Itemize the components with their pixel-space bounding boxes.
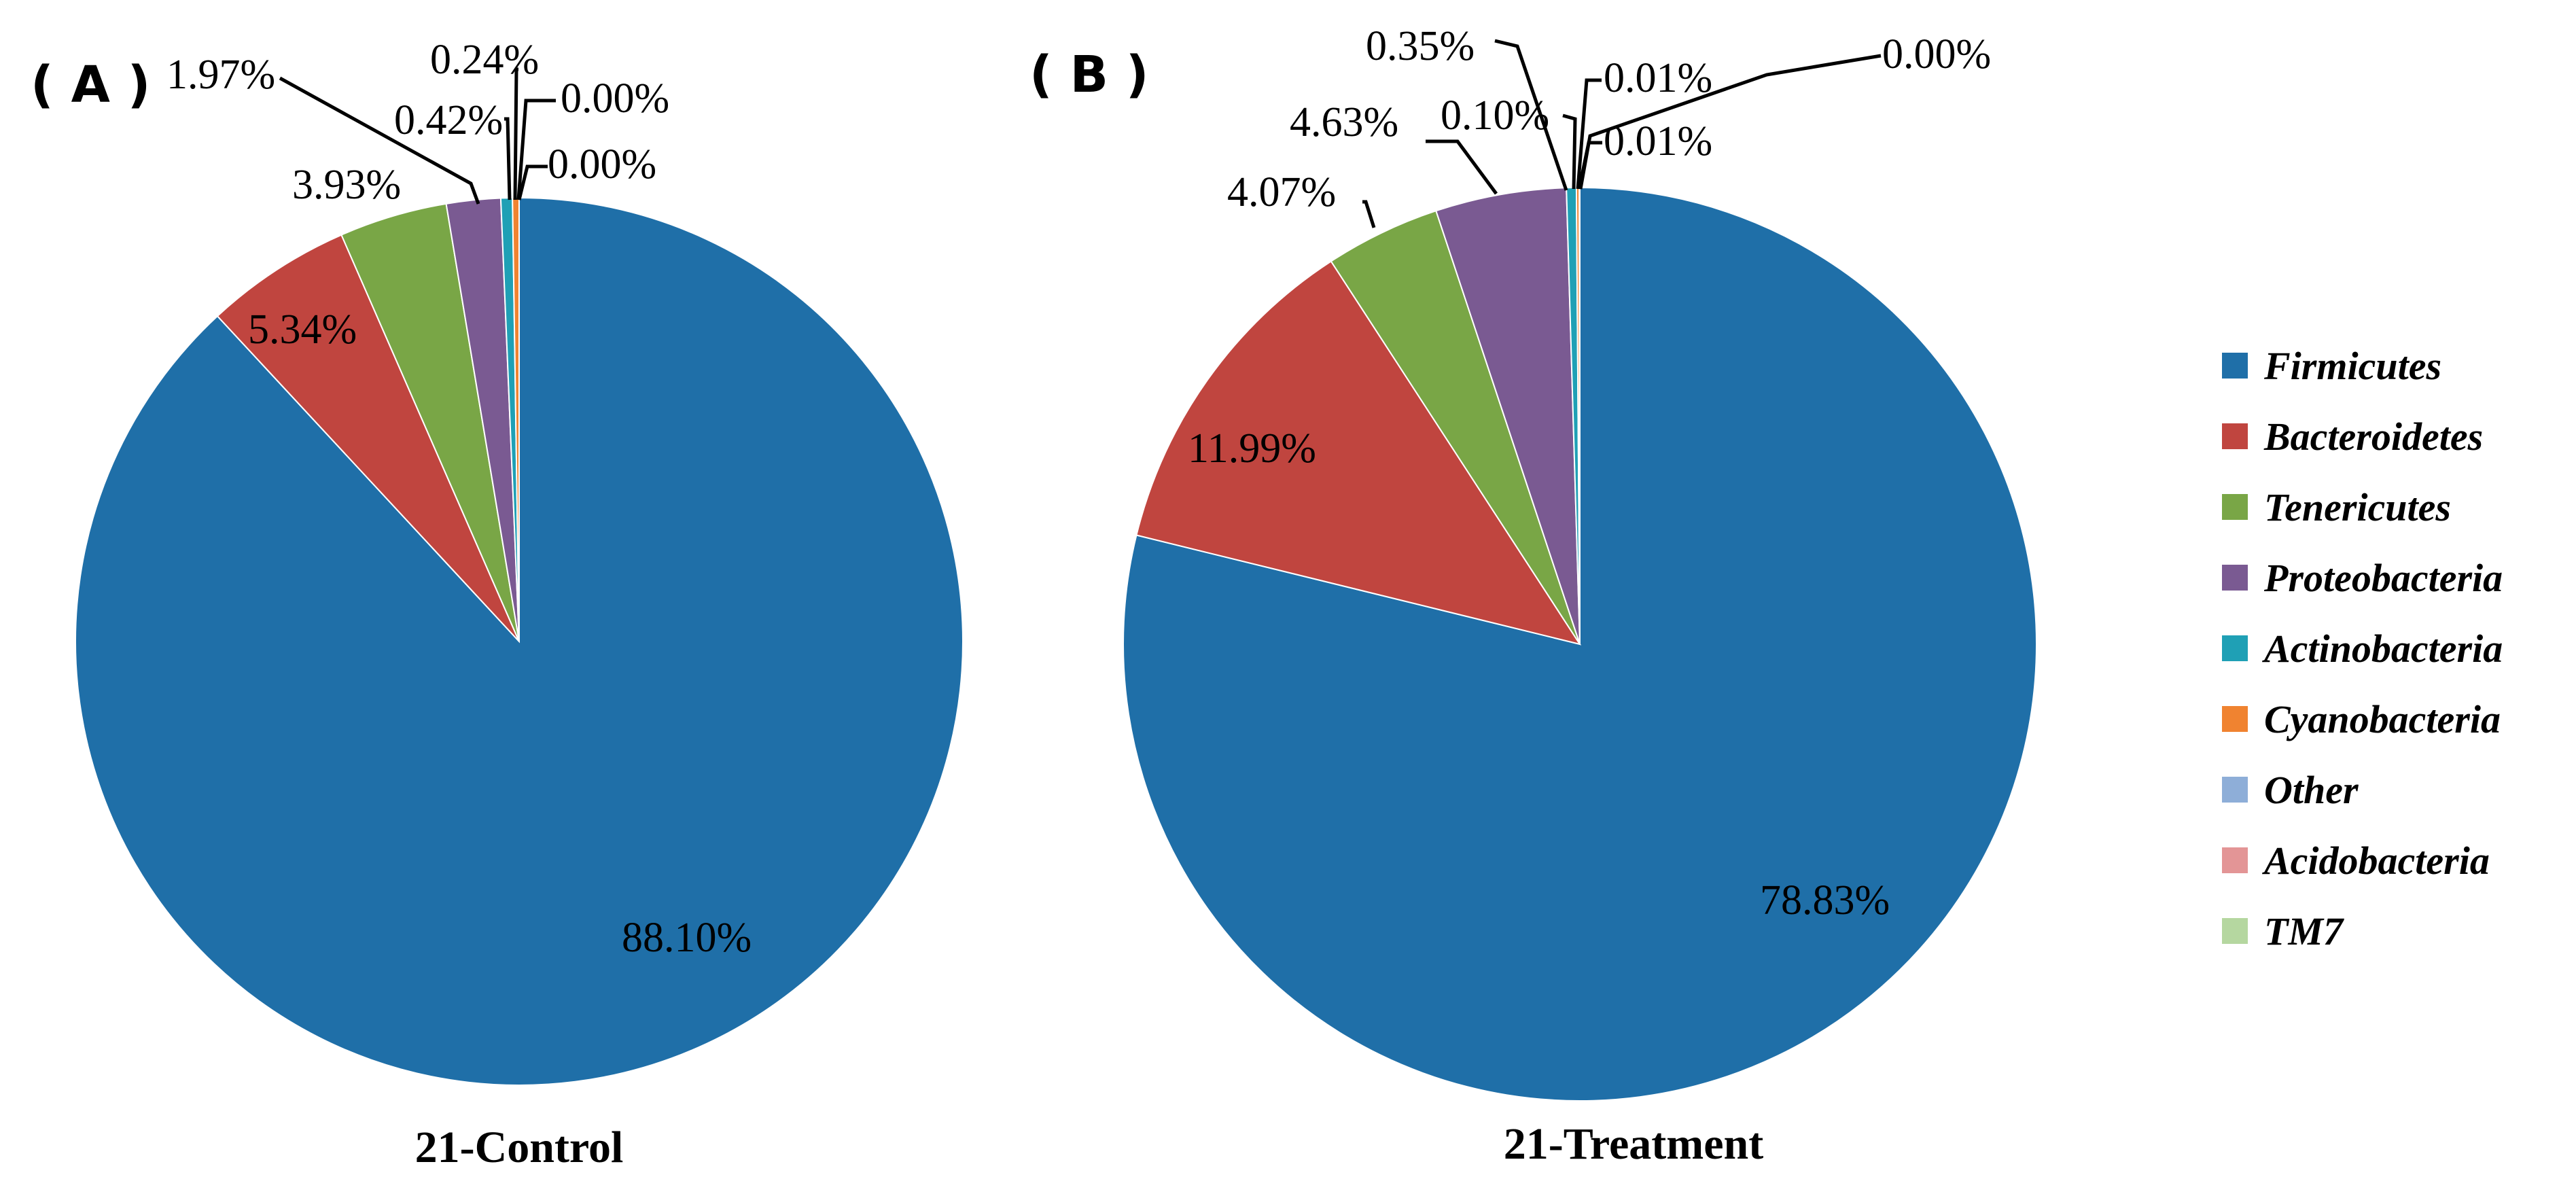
legend-swatch-firmicutes: [2222, 353, 2248, 379]
leader-line-actinobacteria-a: [504, 117, 512, 200]
slice-label-other-a: 0.00%: [561, 75, 669, 122]
legend-item-cyanobacteria: Cyanobacteria: [2222, 697, 2501, 741]
slice-label-actinobacteria-a: 0.42%: [394, 97, 503, 143]
legend-label-proteobacteria: Proteobacteria: [2263, 556, 2503, 600]
legend-item-acidobacteria: Acidobacteria: [2222, 839, 2490, 883]
pie-slice-bacteroidetes-b: [1135, 260, 1582, 646]
pie-slice-proteobacteria-b: [1435, 187, 1581, 645]
legend-label-other: Other: [2264, 768, 2359, 812]
slice-label-proteobacteria-a: 1.97%: [166, 52, 275, 98]
leader-line-acidobacteria-a: [517, 164, 548, 200]
legend-swatch-tm7: [2222, 918, 2248, 944]
legend-swatch-actinobacteria: [2222, 635, 2248, 661]
legend-item-tm7: TM7: [2222, 909, 2344, 953]
leader-line-other-b: [1576, 78, 1602, 190]
legend-swatch-acidobacteria: [2222, 847, 2248, 873]
leader-line-cyanobacteria-b: [1562, 113, 1577, 190]
legend-swatch-proteobacteria: [2222, 565, 2248, 591]
legend-label-firmicutes: Firmicutes: [2263, 344, 2441, 388]
legend-swatch-cyanobacteria: [2222, 706, 2248, 732]
slice-label-tm7-b: 0.00%: [1882, 31, 1991, 77]
slice-label-firmicutes-a: 88.10%: [622, 915, 752, 961]
slice-label-cyanobacteria-b: 0.10%: [1441, 92, 1549, 139]
slice-label-proteobacteria-b: 4.63%: [1290, 99, 1398, 145]
leader-line-other-a: [516, 99, 556, 200]
slice-label-bacteroidetes-b: 11.99%: [1188, 425, 1316, 472]
legend-label-tm7: TM7: [2264, 909, 2344, 953]
pie-a-title: 21-Control: [415, 1123, 624, 1172]
legend-item-bacteroidetes: Bacteroidetes: [2222, 415, 2483, 459]
pie-slice-bacteroidetes-a: [216, 234, 520, 642]
leader-line-proteobacteria-b: [1426, 139, 1498, 195]
slice-label-other-b: 0.01%: [1604, 55, 1712, 101]
leader-line-actinobacteria-b: [1494, 39, 1568, 191]
legend-item-firmicutes: Firmicutes: [2222, 344, 2441, 388]
legend-swatch-tenericutes: [2222, 494, 2248, 520]
pie-b-title: 21-Treatment: [1504, 1119, 1763, 1169]
pie-a-leader-lines: [279, 67, 556, 205]
leader-line-tenericutes-b: [1362, 200, 1376, 228]
leader-line-proteobacteria-a: [279, 76, 480, 205]
slice-label-tenericutes-a: 3.93%: [292, 162, 401, 208]
slice-label-firmicutes-b: 78.83%: [1760, 877, 1890, 924]
slice-label-tenericutes-b: 4.07%: [1227, 169, 1336, 215]
legend-label-actinobacteria: Actinobacteria: [2262, 627, 2503, 671]
legend-item-tenericutes: Tenericutes: [2222, 485, 2451, 529]
pie-b-leader-lines: [1362, 39, 1882, 228]
legend-label-bacteroidetes: Bacteroidetes: [2263, 415, 2483, 459]
slice-label-cyanobacteria-a: 0.24%: [430, 37, 539, 83]
panel-a-label: ( A ): [31, 56, 150, 114]
slice-label-bacteroidetes-a: 5.34%: [248, 306, 357, 353]
legend-label-tenericutes: Tenericutes: [2264, 485, 2451, 529]
pie-b-slices: [1123, 186, 2037, 1102]
slice-label-acidobacteria-a: 0.00%: [548, 141, 656, 188]
panel-b-label: ( B ): [1029, 46, 1149, 104]
pie-a-slices: [75, 196, 964, 1086]
legend-label-cyanobacteria: Cyanobacteria: [2264, 697, 2501, 741]
legend-item-proteobacteria: Proteobacteria: [2222, 556, 2503, 600]
legend: Firmicutes Bacteroidetes Tenericutes Proteo…: [2222, 344, 2503, 953]
panel-b: ( B ) 21-Treatment 78.83% 11.99% 4.07% 4.63…: [1029, 23, 2037, 1169]
legend-item-other: Other: [2222, 768, 2359, 812]
legend-item-actinobacteria: Actinobacteria: [2222, 627, 2503, 671]
leader-line-cyanobacteria-a: [513, 67, 518, 200]
legend-label-acidobacteria: Acidobacteria: [2262, 839, 2490, 883]
legend-swatch-other: [2222, 777, 2248, 803]
slice-label-actinobacteria-b: 0.35%: [1366, 23, 1475, 69]
leader-line-tm7-b: [1578, 54, 1882, 190]
legend-swatch-bacteroidetes: [2222, 423, 2248, 449]
panel-a: ( A ) 21-Control 88.10% 5.34% 3.93% 1.97% 0.…: [31, 37, 964, 1172]
slice-label-acidobacteria-b: 0.01%: [1604, 118, 1712, 164]
